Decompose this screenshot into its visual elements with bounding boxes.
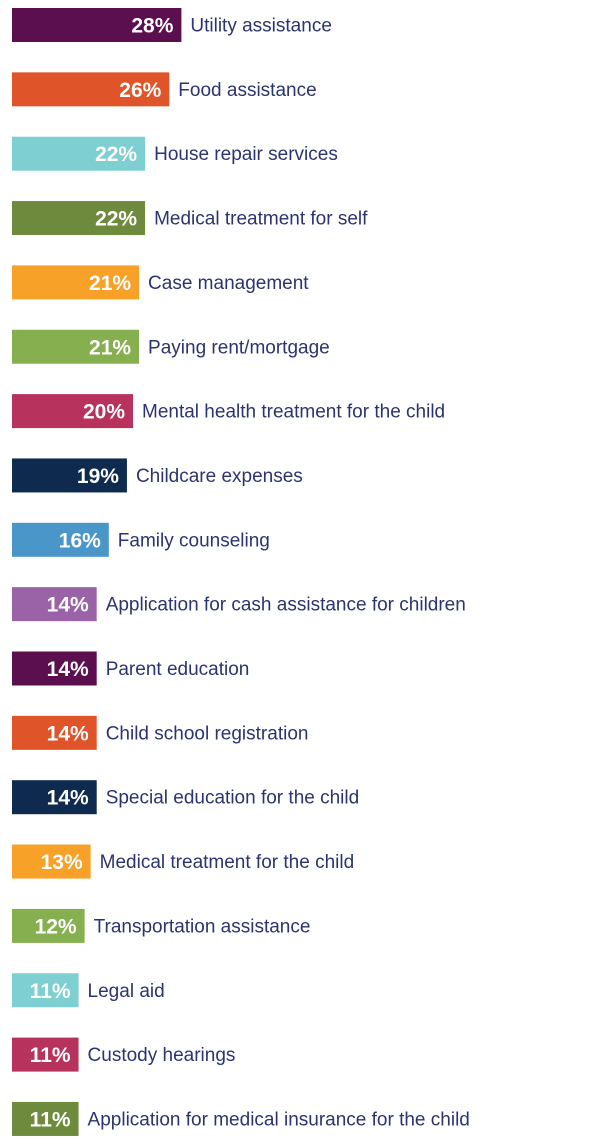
category-label: Application for medical insurance for th… xyxy=(88,1109,470,1130)
value-label: 22% xyxy=(95,143,137,166)
bar xyxy=(12,587,97,622)
value-label: 11% xyxy=(30,1108,71,1131)
category-label: Custody hearings xyxy=(88,1045,236,1066)
value-label: 14% xyxy=(47,594,89,617)
bar xyxy=(12,201,146,236)
value-label: 14% xyxy=(47,658,89,681)
bar xyxy=(12,844,91,879)
category-label: House repair services xyxy=(154,144,338,165)
bar xyxy=(12,651,97,686)
category-label: Legal aid xyxy=(88,981,165,1002)
category-label: Food assistance xyxy=(178,80,316,101)
bar xyxy=(12,908,85,943)
category-label: Family counseling xyxy=(118,530,270,551)
value-label: 26% xyxy=(119,79,161,102)
bar xyxy=(12,973,79,1008)
category-label: Special education for the child xyxy=(106,788,360,809)
bar xyxy=(12,522,109,557)
category-label: Case management xyxy=(148,273,309,294)
category-label: Medical treatment for self xyxy=(154,209,368,230)
value-label: 11% xyxy=(30,1044,71,1067)
category-label: Parent education xyxy=(106,659,250,680)
category-label: Transportation assistance xyxy=(94,916,311,937)
category-label: Child school registration xyxy=(106,723,309,744)
value-label: 13% xyxy=(41,851,83,874)
bar xyxy=(12,8,182,42)
bar xyxy=(12,329,140,364)
bar xyxy=(12,72,170,107)
value-label: 19% xyxy=(77,465,119,488)
category-label: Paying rent/mortgage xyxy=(148,337,330,358)
bar xyxy=(12,715,97,750)
category-label: Childcare expenses xyxy=(136,466,303,487)
bar xyxy=(12,265,140,300)
value-label: 12% xyxy=(35,915,77,938)
value-label: 20% xyxy=(83,401,125,424)
bar xyxy=(12,1101,79,1136)
value-label: 21% xyxy=(89,272,131,295)
bar xyxy=(12,1037,79,1072)
value-label: 22% xyxy=(95,208,137,231)
category-label: Medical treatment for the child xyxy=(100,852,355,873)
bar xyxy=(12,136,146,171)
value-label: 14% xyxy=(47,787,89,810)
category-label: Mental health treatment for the child xyxy=(142,402,445,423)
bar xyxy=(12,780,97,815)
category-label: Application for cash assistance for chil… xyxy=(106,595,466,616)
value-label: 16% xyxy=(59,529,101,552)
value-label: 14% xyxy=(47,722,89,745)
value-label: 11% xyxy=(30,980,71,1003)
category-label: Utility assistance xyxy=(190,16,332,37)
value-label: 21% xyxy=(89,336,131,359)
value-label: 28% xyxy=(131,15,173,38)
bar xyxy=(12,458,127,493)
bar xyxy=(12,394,133,429)
